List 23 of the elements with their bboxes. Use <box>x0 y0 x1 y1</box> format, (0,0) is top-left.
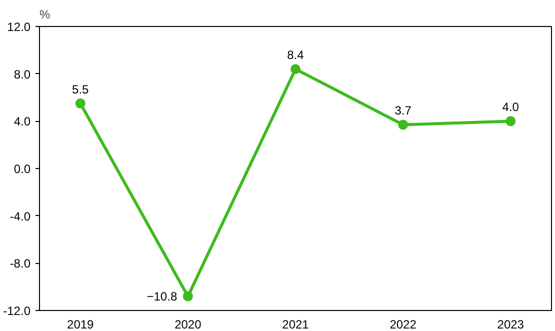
y-tick-label: 4.0 <box>14 114 31 129</box>
data-label: −10.8 <box>146 289 178 304</box>
x-tick-label: 2019 <box>67 318 94 331</box>
point <box>398 120 408 130</box>
y-axis-title: % <box>40 8 50 22</box>
data-label: 8.4 <box>287 48 304 62</box>
y-tick-label: -4.0 <box>10 209 31 224</box>
y-tick-label: -12.0 <box>3 304 31 318</box>
x-tick-label: 2020 <box>174 318 202 331</box>
x-tick-label: 2022 <box>390 318 417 331</box>
point <box>506 116 516 126</box>
x-tick-label: 2021 <box>282 318 310 331</box>
data-label: 4.0 <box>502 100 520 114</box>
data-label: 3.7 <box>394 104 412 118</box>
point <box>75 98 86 108</box>
data-label: 5.5 <box>72 82 90 96</box>
x-tick-label: 2023 <box>497 318 524 331</box>
y-tick-label: -8.0 <box>10 256 31 271</box>
y-tick-label: 8.0 <box>14 67 31 82</box>
y-tick-label: 0.0 <box>14 162 31 176</box>
y-tick-label: 12.0 <box>7 20 31 34</box>
point <box>290 64 300 74</box>
point <box>182 291 193 302</box>
